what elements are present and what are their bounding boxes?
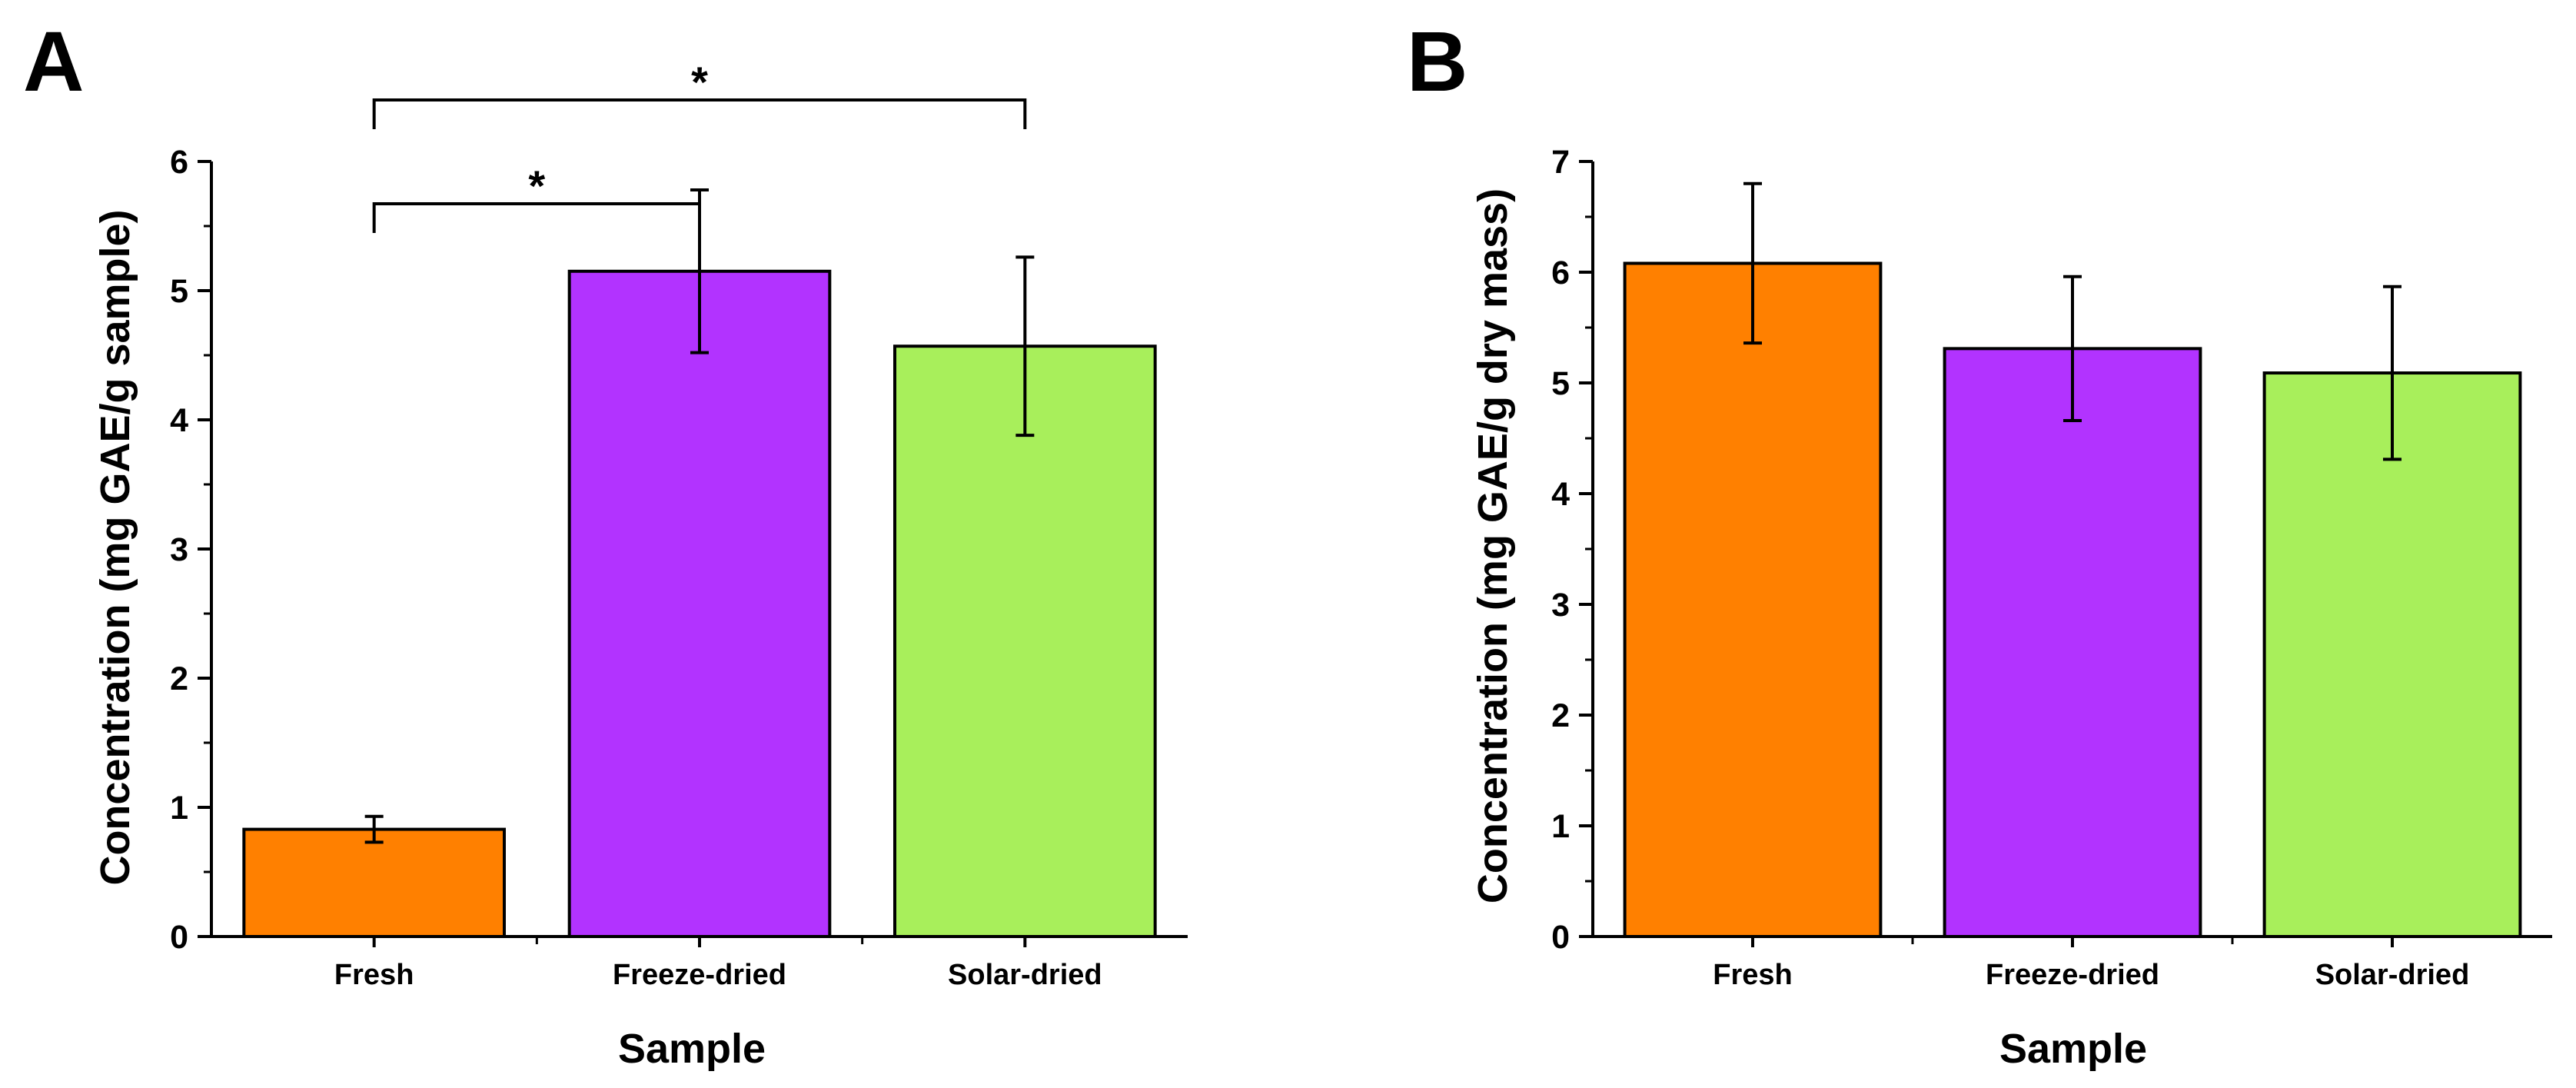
panel-a-y-axis-title: Concentration (mg GAE/g sample) [92,209,138,885]
panel-b-y-tick-label: 4 [1551,476,1570,513]
panel-a-bar-fresh [242,827,506,939]
panel-b-y-tick-label: 3 [1551,587,1570,624]
panel-a-x-axis-title: Sample [618,1026,766,1072]
panel-b-letter: B [1407,15,1467,109]
panel-a-plot-area: 0 1 2 3 4 5 6 Fresh Freeze-dried Solar-dried * * [170,58,1188,991]
panel-b-error-bar [1743,181,1762,345]
panel-a-bar-freeze-dried [567,269,832,938]
panel-a-error-bar [364,814,384,844]
panel-a-letter: A [23,15,84,109]
panel-b-y-tick-label: 2 [1551,697,1570,734]
panel-a-y-tick-label: 4 [170,402,188,439]
panel-b-plot-area: 0 1 2 3 4 5 6 7 Fresh Freeze-dried Solar-dried [1551,144,2552,991]
panel-a-significance-label: * [528,161,545,210]
panel-a-error-bar [1015,255,1035,438]
panel-b-y-tick-label: 7 [1551,144,1570,181]
panel-b-bar-solar-dried [2262,371,2522,939]
panel-a-bar-solar-dried [893,344,1157,938]
panel-b-category-label: Fresh [1713,959,1792,991]
panel-b-category-label: Freeze-dried [1986,959,2159,991]
panel-b-y-axis-title: Concentration (mg GAE/g dry mass) [1470,188,1516,903]
panel-a-category-label: Fresh [334,959,414,991]
panel-a-y-tick-label: 6 [170,144,188,181]
panel-b-y-tick-label: 6 [1551,255,1570,291]
panel-b-y-tick-label: 1 [1551,808,1570,845]
panel-b-error-bar [2383,284,2401,461]
panel-a-significance-bracket [372,202,701,233]
panel-a-significance-label: * [691,58,708,106]
panel-b-error-bar [2063,274,2082,422]
panel-a-y-tick-label: 3 [170,531,188,568]
panel-a-category-label: Freeze-dried [613,959,786,991]
panel-a-significance-bracket [372,98,1027,129]
panel-b: B Concentration (mg GAE/g dry mass) Samp… [1407,15,2552,1072]
panel-a-category-label: Solar-dried [948,959,1102,991]
panel-b-category-label: Solar-dried [2315,959,2470,991]
panel-b-bar-freeze-dried [1943,347,2202,938]
panel-b-bar-fresh [1623,261,1883,939]
panel-b-x-axis-title: Sample [1999,1026,2147,1072]
panel-b-y-tick-label: 5 [1551,365,1570,402]
panel-a-y-tick-label: 2 [170,660,188,697]
panel-a: A Concentration (mg GAE/g sample) Sample… [23,15,1188,1072]
panel-b-y-tick-label: 0 [1551,919,1570,956]
panel-a-y-tick-label: 5 [170,273,188,310]
panel-a-y-tick-label: 0 [170,919,188,956]
panel-a-y-tick-label: 1 [170,790,188,827]
